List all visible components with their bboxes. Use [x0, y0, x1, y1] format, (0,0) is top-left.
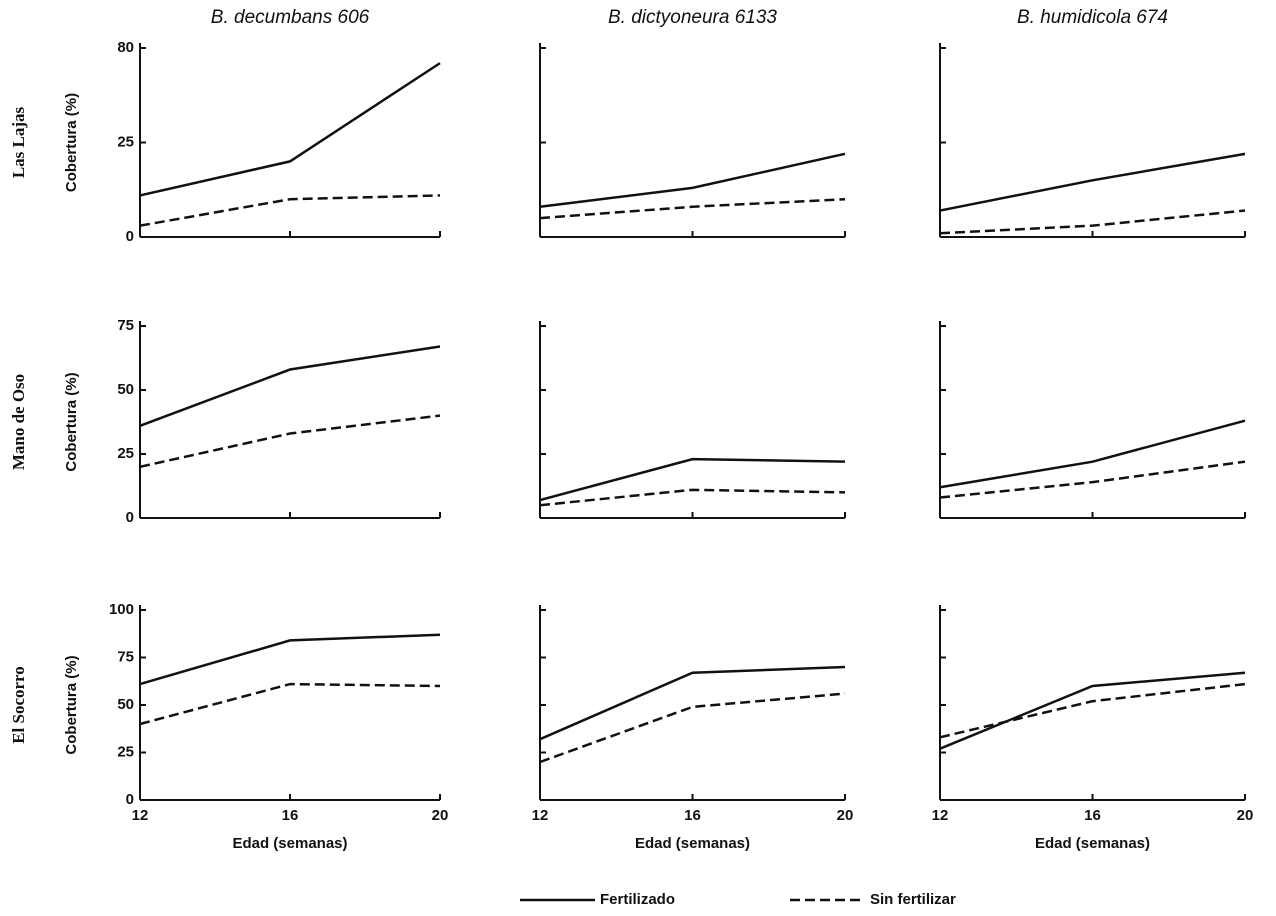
y-axis-title: Cobertura (%): [63, 655, 80, 754]
x-tick-label: 20: [432, 807, 449, 824]
column-title: B. dictyoneura 6133: [608, 7, 777, 28]
series-line: [939, 671, 1246, 750]
x-axis-title: Edad (semanas): [635, 835, 750, 852]
series-line: [539, 692, 846, 764]
series-line: [139, 633, 441, 686]
y-tick-label: 25: [117, 743, 134, 760]
y-tick-label: 0: [126, 228, 134, 245]
x-tick-label: 20: [1237, 807, 1254, 824]
series-line: [939, 209, 1246, 235]
y-tick-label: 50: [117, 381, 134, 398]
x-tick-label: 12: [932, 807, 949, 824]
x-axis-title: Edad (semanas): [232, 835, 347, 852]
series-line: [539, 152, 846, 209]
x-tick-label: 16: [684, 807, 701, 824]
x-tick-label: 16: [1084, 807, 1101, 824]
y-tick-label: 80: [117, 39, 134, 56]
series-line: [939, 460, 1246, 499]
y-tick-label: 0: [126, 509, 134, 526]
y-tick-label: 25: [117, 445, 134, 462]
y-axis-title: Cobertura (%): [63, 93, 80, 192]
legend-label: Sin fertilizar: [870, 891, 956, 908]
series-line: [539, 457, 846, 502]
series-line: [939, 682, 1246, 739]
y-tick-label: 75: [117, 317, 134, 334]
series-line: [539, 665, 846, 741]
legend-label: Fertilizado: [600, 891, 675, 908]
series-line: [939, 419, 1246, 489]
x-tick-label: 20: [837, 807, 854, 824]
y-tick-label: 75: [117, 648, 134, 665]
row-label: Las Lajas: [9, 106, 28, 178]
series-line: [139, 194, 441, 227]
y-tick-label: 0: [126, 791, 134, 808]
series-line: [539, 488, 846, 507]
x-tick-label: 12: [532, 807, 549, 824]
x-tick-label: 16: [282, 807, 299, 824]
x-tick-label: 12: [132, 807, 149, 824]
y-axis-title: Cobertura (%): [63, 372, 80, 471]
x-axis-title: Edad (semanas): [1035, 835, 1150, 852]
column-title: B. humidicola 674: [1017, 7, 1168, 28]
y-tick-label: 50: [117, 696, 134, 713]
series-line: [139, 414, 441, 469]
row-label: Mano de Oso: [9, 374, 28, 470]
series-line: [139, 345, 441, 428]
series-line: [539, 197, 846, 220]
series-line: [139, 682, 441, 726]
y-tick-label: 100: [109, 601, 134, 618]
row-label: El Socorro: [9, 666, 28, 744]
y-tick-label: 25: [117, 133, 134, 150]
series-line: [939, 152, 1246, 212]
column-title: B. decumbans 606: [211, 7, 370, 28]
series-line: [139, 62, 441, 197]
